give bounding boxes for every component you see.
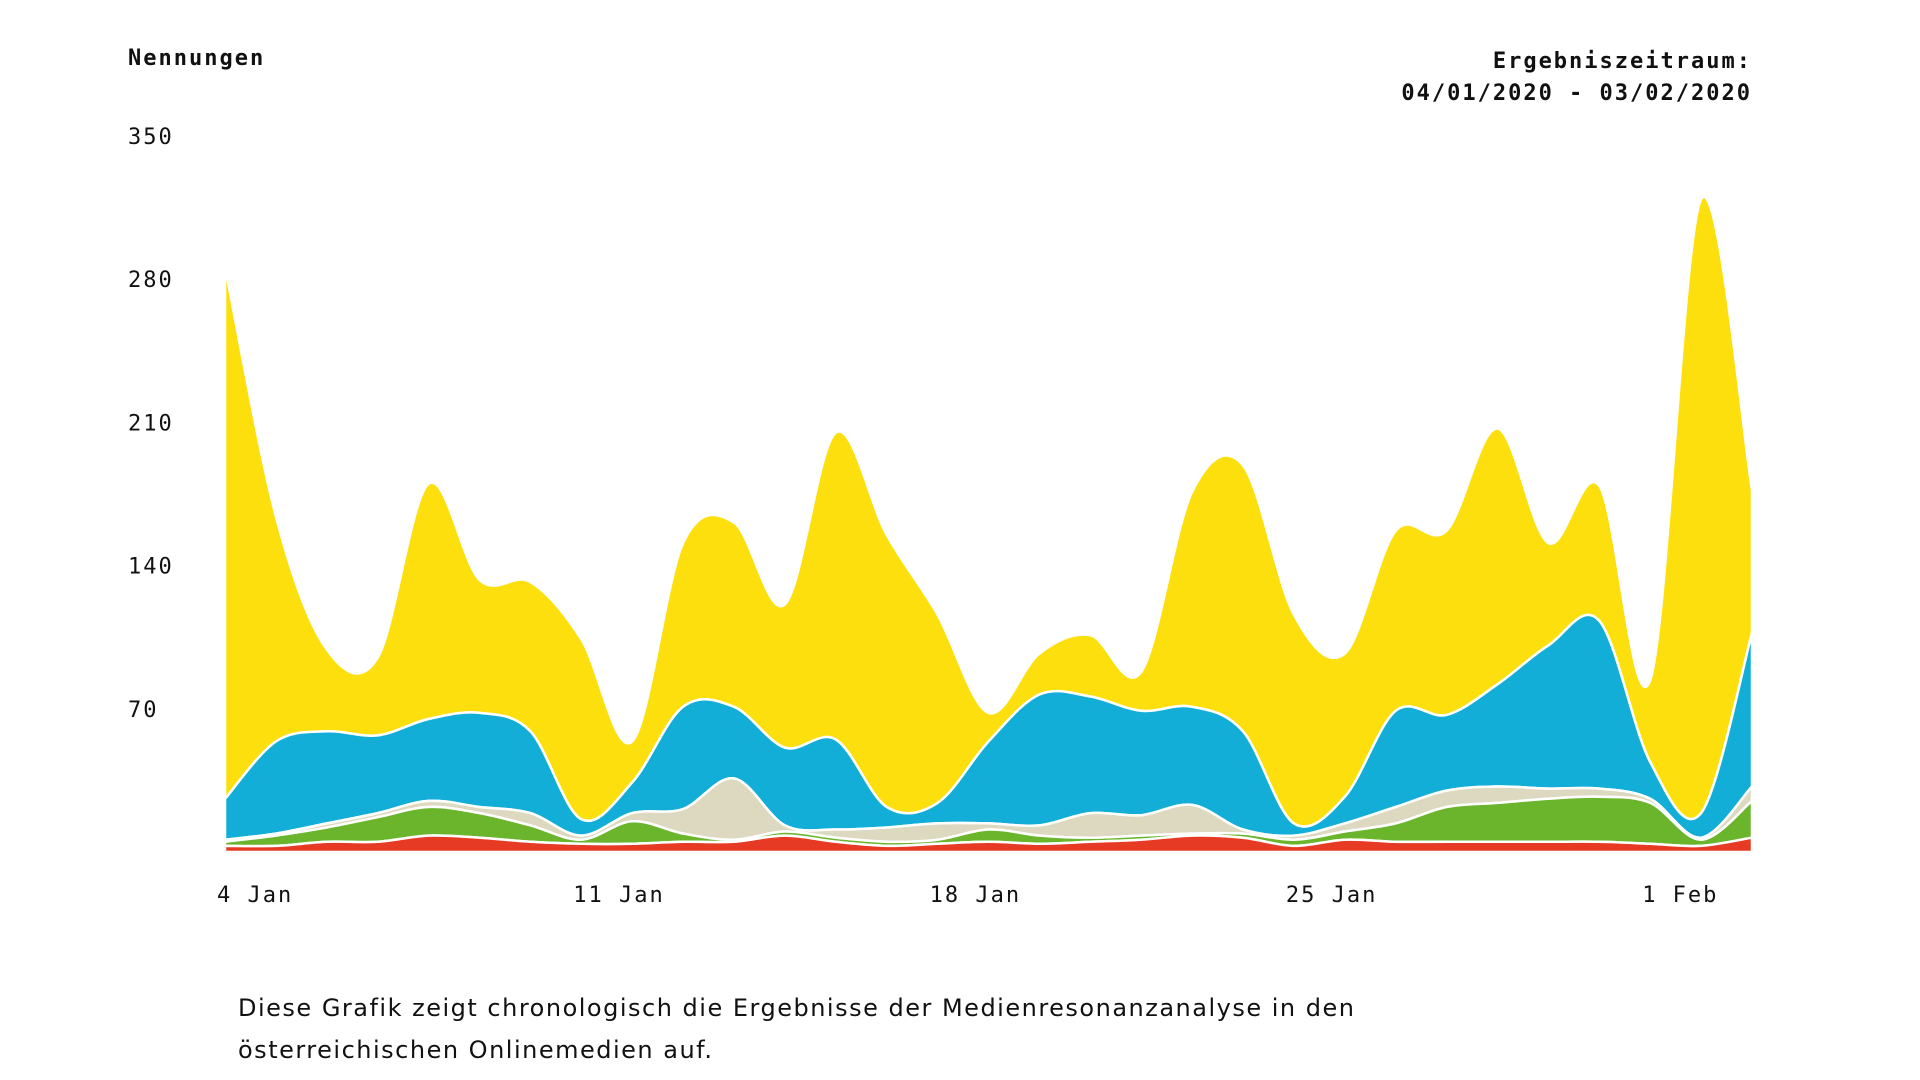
result-period-range: 04/01/2020 - 03/02/2020 xyxy=(1401,81,1752,106)
area-series-0 xyxy=(223,834,1754,854)
result-period-label: Ergebniszeitraum: xyxy=(1492,49,1752,74)
y-tick-label-70: 70 xyxy=(128,698,159,723)
y-axis-ticks: 70 140 210 280 350 xyxy=(128,125,174,723)
y-tick-label-350: 350 xyxy=(128,125,174,150)
result-period: Ergebniszeitraum: 04/01/2020 - 03/02/202… xyxy=(1401,46,1752,110)
y-tick-label-280: 280 xyxy=(128,268,174,293)
caption-line-2: österreichischen Onlinemedien auf. xyxy=(238,1036,714,1064)
y-tick-label-210: 210 xyxy=(128,411,174,436)
stacked-area-chart: 70 140 210 280 350 4 Jan 11 Jan 18 Jan 25 Jan 1 … xyxy=(128,125,1754,908)
x-tick-label-1: 11 Jan xyxy=(573,883,664,908)
area-series-group xyxy=(223,195,1754,854)
y-axis-title: Nennungen xyxy=(128,46,266,71)
x-tick-label-0: 4 Jan xyxy=(217,883,293,908)
caption-line-1: Diese Grafik zeigt chronologisch die Erg… xyxy=(238,994,1356,1022)
x-tick-label-2: 18 Jan xyxy=(930,883,1021,908)
y-tick-label-140: 140 xyxy=(128,555,174,580)
x-axis-ticks: 4 Jan 11 Jan 18 Jan 25 Jan 1 Feb xyxy=(217,883,1718,908)
x-tick-label-4: 1 Feb xyxy=(1642,883,1718,908)
chart-caption: Diese Grafik zeigt chronologisch die Erg… xyxy=(238,987,1538,1071)
x-tick-label-3: 25 Jan xyxy=(1286,883,1377,908)
